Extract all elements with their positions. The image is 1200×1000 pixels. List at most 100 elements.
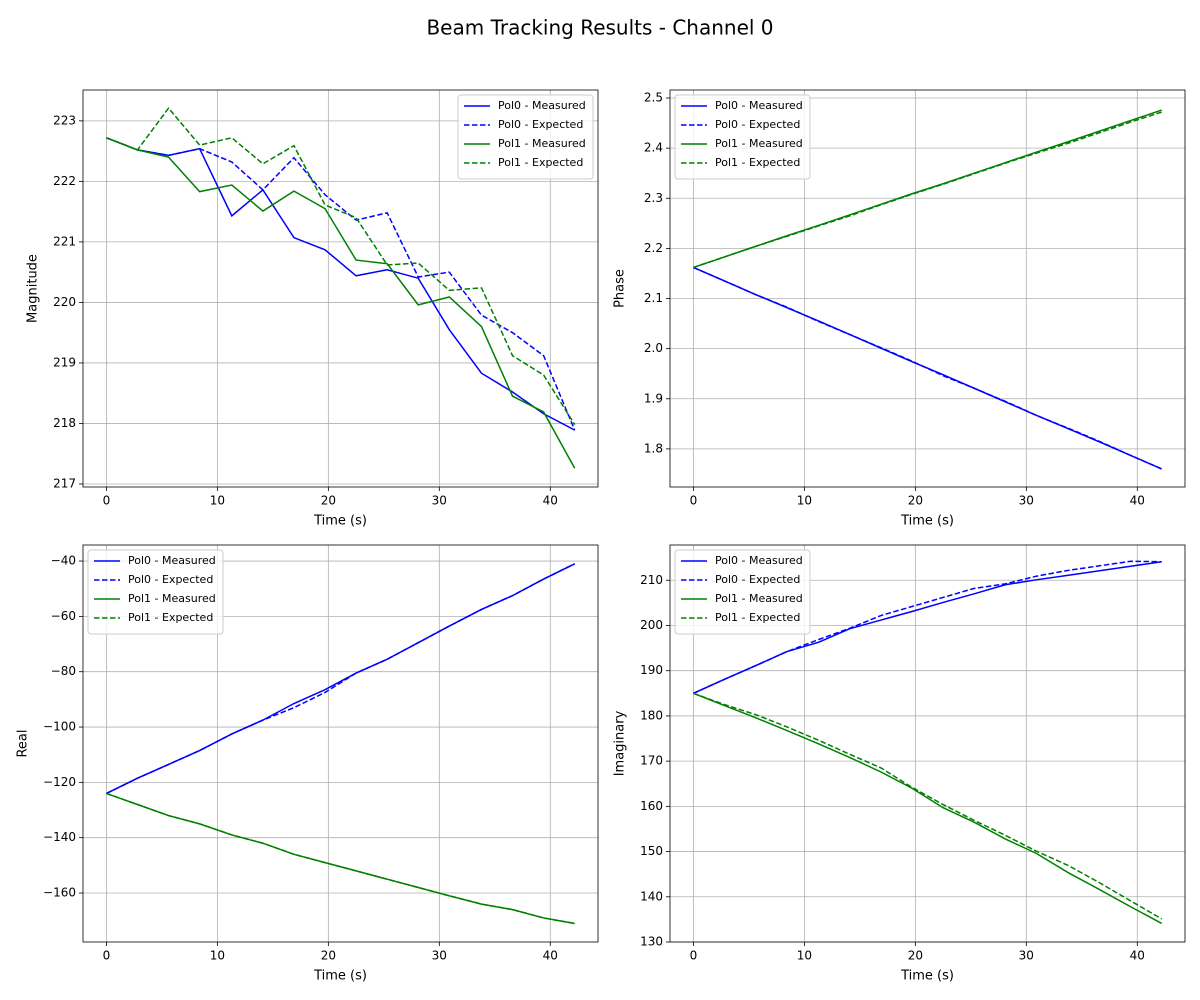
axes-frame (82, 89, 599, 488)
y-tick-label: −160 (43, 886, 76, 900)
x-tick-label: 20 (321, 494, 336, 508)
x-tick-label: 10 (797, 494, 812, 508)
y-tick-label: 1.8 (644, 441, 663, 455)
x-tick-label: 40 (1130, 494, 1145, 508)
y-axis-label: Magnitude (26, 254, 41, 323)
y-tick-label: 2.1 (644, 291, 663, 305)
y-tick-label: 2.3 (644, 191, 663, 205)
y-tick-label: 2.2 (644, 241, 663, 255)
y-tick-label: 221 (53, 234, 76, 248)
y-tick-label: 2.4 (644, 141, 663, 155)
series-line (693, 266, 1162, 470)
y-tick-label: 170 (640, 754, 663, 768)
legend-label: Pol0 - Measured (128, 554, 216, 567)
subplot: 0 10 20 30 40 217 218 219 220 221 222 223 Time (s) Ma… (26, 89, 599, 529)
y-tick-label: −40 (51, 554, 76, 568)
x-tick-label: 0 (690, 494, 698, 508)
series-line (693, 692, 1163, 920)
y-tick-label: −120 (43, 775, 76, 789)
series-line (106, 792, 575, 925)
legend-label: Pol1 - Expected (715, 611, 800, 624)
y-axis-label: Imaginary (613, 710, 628, 776)
series-line (106, 563, 576, 795)
legend-label: Pol1 - Expected (128, 611, 213, 624)
subplot: 0 10 20 30 40 −160 −140 −120 −100 −80 −60 −40 Time (… (16, 544, 599, 984)
y-tick-label: 223 (53, 113, 76, 127)
series-line (693, 692, 1163, 925)
x-tick-label: 10 (210, 494, 225, 508)
legend-box (457, 94, 594, 180)
legend-label: Pol1 - Measured (715, 592, 803, 605)
x-tick-label: 40 (543, 494, 558, 508)
legend-label: Pol0 - Measured (715, 554, 803, 567)
y-tick-label: 200 (640, 618, 663, 632)
series-line (693, 111, 1162, 269)
legend-label: Pol1 - Expected (498, 156, 583, 169)
y-tick-label: 150 (640, 844, 663, 858)
legend: Pol0 - Measured Pol0 - Expected Pol1 - Mea… (87, 549, 224, 635)
y-tick-label: 2.5 (644, 91, 663, 105)
x-axis-label: Time (s) (900, 514, 954, 529)
figure-title: Beam Tracking Results - Channel 0 (426, 16, 773, 40)
x-tick-label: 20 (908, 949, 923, 963)
y-tick-label: 1.9 (644, 391, 663, 405)
series-line (693, 560, 1162, 694)
y-tick-label: 210 (640, 573, 663, 587)
y-tick-label: −60 (51, 609, 76, 623)
y-tick-label: 160 (640, 799, 663, 813)
legend-box (674, 94, 811, 180)
x-tick-label: 10 (797, 949, 812, 963)
y-tick-label: −100 (43, 720, 76, 734)
y-tick-label: 217 (53, 476, 76, 490)
y-tick-label: 2.0 (644, 341, 663, 355)
legend-label: Pol1 - Measured (715, 137, 803, 150)
legend-label: Pol1 - Expected (715, 156, 800, 169)
series-line (106, 137, 576, 431)
y-tick-label: −140 (43, 830, 76, 844)
legend: Pol0 - Measured Pol0 - Expected Pol1 - Mea… (674, 549, 811, 635)
y-tick-label: 222 (53, 174, 76, 188)
legend-label: Pol0 - Expected (715, 118, 800, 131)
legend-label: Pol1 - Measured (128, 592, 216, 605)
x-tick-label: 30 (432, 949, 447, 963)
axes-frame (82, 544, 599, 943)
x-tick-label: 0 (103, 494, 111, 508)
legend-box (87, 549, 224, 635)
series-line (106, 137, 576, 469)
legend: Pol0 - Measured Pol0 - Expected Pol1 - Mea… (457, 94, 594, 180)
legend-label: Pol1 - Measured (498, 137, 586, 150)
subplot: 0 10 20 30 40 1.8 1.9 2.0 2.1 2.2 2.3 2.4 2.5 Time (s… (613, 89, 1186, 529)
axes-frame (669, 544, 1186, 943)
y-axis-label: Phase (613, 269, 628, 308)
x-tick-label: 20 (321, 949, 336, 963)
x-tick-label: 40 (1130, 949, 1145, 963)
legend: Pol0 - Measured Pol0 - Expected Pol1 - Mea… (674, 94, 811, 180)
x-axis-label: Time (s) (900, 969, 954, 984)
x-tick-label: 30 (432, 494, 447, 508)
y-tick-label: 220 (53, 295, 76, 309)
axes-frame (669, 89, 1186, 488)
y-tick-label: 219 (53, 355, 76, 369)
subplot: 0 10 20 30 40 130 140 150 160 170 180 190 200 210 Time… (613, 544, 1186, 984)
x-tick-label: 10 (210, 949, 225, 963)
y-tick-label: 190 (640, 663, 663, 677)
y-axis-label: Real (16, 729, 31, 757)
y-tick-label: −80 (51, 664, 76, 678)
legend-label: Pol0 - Expected (715, 573, 800, 586)
x-tick-label: 0 (690, 949, 698, 963)
x-tick-label: 30 (1019, 949, 1034, 963)
legend-label: Pol0 - Expected (128, 573, 213, 586)
legend-label: Pol0 - Measured (715, 99, 803, 112)
x-axis-label: Time (s) (313, 514, 367, 529)
x-axis-label: Time (s) (313, 969, 367, 984)
x-tick-label: 20 (908, 494, 923, 508)
legend-label: Pol0 - Expected (498, 118, 583, 131)
y-tick-label: 130 (640, 935, 663, 949)
legend-box (674, 549, 811, 635)
y-tick-label: 140 (640, 889, 663, 903)
x-tick-label: 40 (543, 949, 558, 963)
legend-label: Pol0 - Measured (498, 99, 586, 112)
series-line (106, 792, 575, 925)
